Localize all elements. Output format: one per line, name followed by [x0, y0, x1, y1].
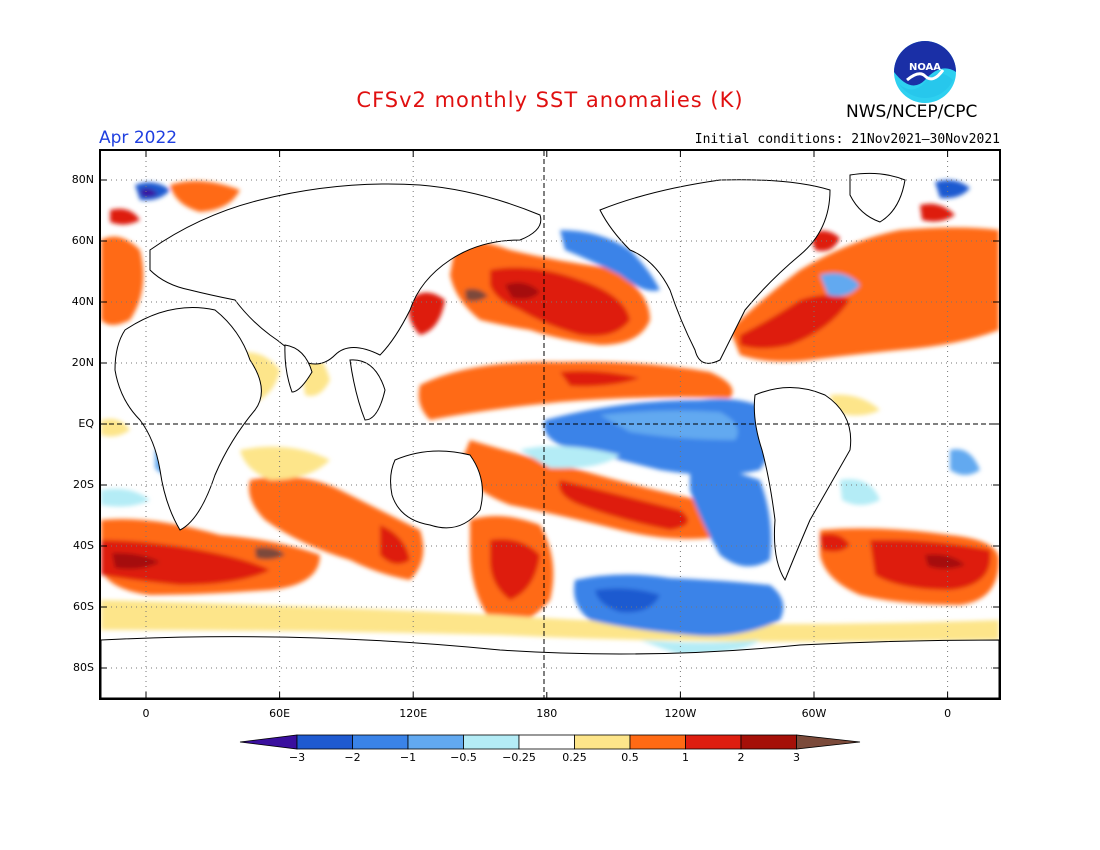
- colorbar-min-arrow: [239, 734, 298, 750]
- colorbar-swatch: [463, 734, 520, 750]
- lat-label: 40S: [73, 539, 94, 552]
- colorbar-swatch: [352, 734, 409, 750]
- lon-label: 120W: [664, 707, 697, 720]
- colorbar-tick-label: 0.25: [562, 751, 587, 764]
- initial-conditions: Initial conditions: 21Nov2021–30Nov2021: [694, 132, 1000, 147]
- lon-label: 60W: [801, 707, 827, 720]
- lat-label: 40N: [71, 295, 94, 308]
- lat-label: 80S: [73, 661, 94, 674]
- noaa-logo-text: NOAA: [909, 62, 941, 73]
- agency-label: NWS/NCEP/CPC: [846, 102, 978, 122]
- colorbar-max-arrow: [796, 734, 861, 750]
- anomaly-shading: [101, 180, 999, 655]
- colorbar-tick-label: 3: [793, 751, 800, 764]
- lon-label: 120E: [399, 707, 428, 720]
- lon-label: 60E: [269, 707, 291, 720]
- colorbar-tick-label: −1: [399, 751, 417, 764]
- colorbar-swatch: [574, 734, 631, 750]
- lon-label: 0: [944, 707, 952, 720]
- lat-label: 20S: [73, 478, 94, 491]
- colorbar-tick-label: −2: [344, 751, 361, 764]
- colorbar-swatch: [296, 734, 353, 750]
- colorbar-swatch: [740, 734, 797, 750]
- colorbar-tick-label: 2: [737, 751, 745, 764]
- lat-label: 60S: [73, 600, 94, 613]
- map-title: CFSv2 monthly SST anomalies (K): [356, 88, 744, 112]
- colorbar-swatch: [629, 734, 686, 750]
- colorbar: [239, 734, 861, 750]
- noaa-logo: NOAA: [893, 40, 957, 104]
- colorbar-swatch: [518, 734, 575, 750]
- dotted-grid: [101, 151, 999, 698]
- colorbar-tick-label: −0.25: [502, 751, 536, 764]
- colorbar-swatch: [407, 734, 464, 750]
- map-frame: [99, 149, 1001, 700]
- colorbar-tick-label: 0.5: [621, 751, 639, 764]
- lon-label: 0: [142, 707, 150, 720]
- lon-label: 180: [536, 707, 558, 720]
- colorbar-tick-label: −0.5: [450, 751, 477, 764]
- lat-label: 60N: [71, 234, 94, 247]
- axis-ticks: [101, 151, 999, 698]
- colorbar-tick-label: 1: [682, 751, 689, 764]
- colorbar-swatch: [685, 734, 742, 750]
- lat-label: EQ: [78, 417, 94, 430]
- colorbar-tick-label: −3: [288, 751, 306, 764]
- lat-label: 80N: [71, 173, 94, 186]
- lat-label: 20N: [71, 356, 94, 369]
- valid-month: Apr 2022: [99, 128, 178, 148]
